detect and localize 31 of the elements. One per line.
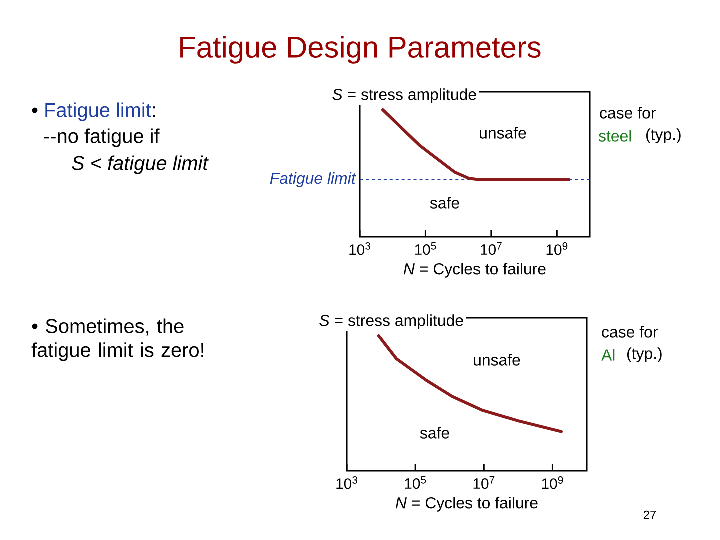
text: : [153,106,156,118]
x-tick-label: 10$^{7}$ [481,242,502,256]
chart-title: Fatigue Design Parameters [180,36,541,64]
x-axis-title: N = Cycles to failure [396,497,538,512]
text: case for [600,107,656,119]
x-axis-title: N = Cycles to failure [404,263,546,278]
text: steel [598,130,632,142]
text: (typ.) [646,128,681,144]
text: • [32,108,38,114]
x-tick-label: 10$^{9}$ [542,476,564,490]
x-tick-label: 10$^{5}$ [405,476,426,490]
text: Fatigue limit [46,102,152,122]
x-tick-label: 10$^{7}$ [474,476,495,490]
ref-line-label: Fatigue limit [270,172,356,188]
x-tick-label: 10$^{3}$ [350,242,371,256]
y-axis-title: S = stress amplitude [332,88,476,104]
text: 27 [644,510,656,520]
y-axis-title: S = stress amplitude [320,314,464,330]
text: --no fatigue if [44,128,160,148]
x-tick-label: 10$^{9}$ [546,242,568,256]
text: S < fatigue limit [72,156,209,174]
text: Al [602,349,615,361]
text: (typ.) [628,348,662,362]
x-tick-label: 10$^{5}$ [415,242,436,256]
text: case for [602,326,658,338]
x-tick-label: 10$^{3}$ [336,476,358,490]
annotation: safe [420,427,450,439]
annotation: unsafe [474,354,520,366]
text: • Sometimes, the fatigue limit is zero! [32,318,204,362]
annotation: safe [430,197,460,209]
annotation: unsafe [480,127,526,139]
